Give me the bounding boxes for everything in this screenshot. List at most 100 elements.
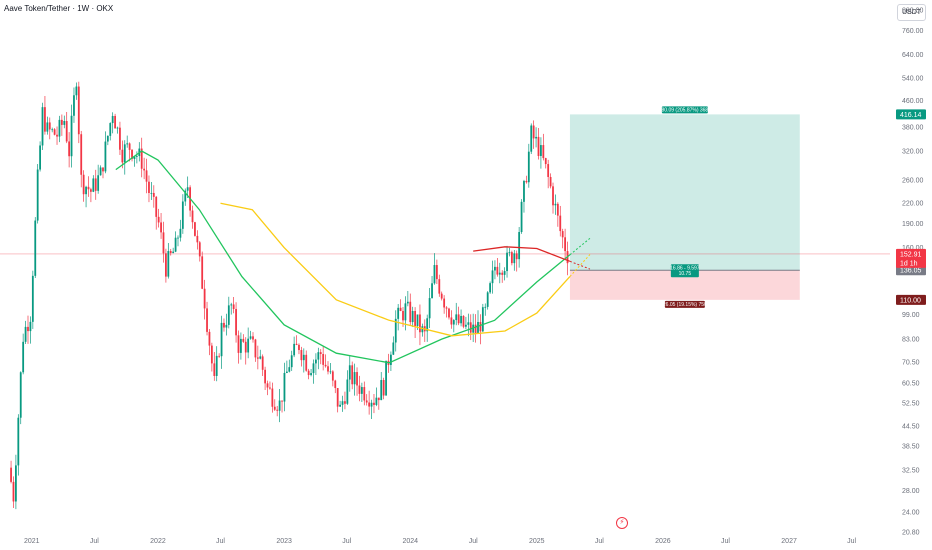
candle-body bbox=[520, 201, 523, 233]
candle bbox=[288, 359, 291, 373]
price-layer bbox=[10, 81, 569, 510]
candle bbox=[75, 82, 78, 100]
candle-body bbox=[525, 180, 528, 183]
candle-body bbox=[230, 304, 233, 306]
candle bbox=[121, 140, 124, 169]
candle-body bbox=[353, 372, 356, 385]
candle-body bbox=[462, 315, 465, 327]
candle-body bbox=[186, 187, 189, 191]
x-tick-label: Jul bbox=[721, 538, 730, 545]
candle-body bbox=[184, 190, 187, 202]
candle bbox=[443, 295, 446, 314]
candle-body bbox=[373, 402, 375, 405]
candle-body bbox=[27, 326, 29, 332]
currency-button[interactable]: USDT bbox=[897, 4, 926, 21]
lightning-icon[interactable]: ⚡ bbox=[616, 517, 628, 529]
candle-body bbox=[404, 303, 407, 321]
candle-body bbox=[240, 338, 242, 353]
candle bbox=[377, 397, 380, 410]
candle bbox=[561, 228, 564, 249]
candle bbox=[174, 231, 177, 253]
price-tag-text: 416.14 bbox=[900, 112, 922, 119]
candle-body bbox=[380, 380, 383, 401]
candle bbox=[547, 159, 550, 189]
candle-body bbox=[426, 318, 429, 332]
candle bbox=[498, 262, 501, 284]
candle-body bbox=[356, 372, 358, 386]
candle bbox=[445, 306, 448, 318]
candle bbox=[114, 113, 116, 129]
candle bbox=[230, 302, 233, 315]
y-axis[interactable]: 880.00 760.00 640.00 540.00 460.00 380.00 320.… bbox=[902, 8, 924, 537]
candle-body bbox=[285, 371, 288, 373]
candle-body bbox=[515, 253, 518, 260]
candle bbox=[206, 301, 208, 336]
candle-body bbox=[266, 383, 269, 388]
candle-body bbox=[448, 308, 450, 318]
candle-body bbox=[237, 335, 240, 353]
candle-body bbox=[368, 402, 371, 407]
candle bbox=[411, 306, 414, 328]
candle bbox=[457, 306, 460, 326]
candle-body bbox=[162, 232, 165, 254]
candle bbox=[208, 329, 211, 356]
candle-body bbox=[438, 279, 441, 294]
candle-body bbox=[455, 314, 458, 321]
candle bbox=[305, 350, 308, 372]
candle bbox=[31, 270, 34, 329]
candle bbox=[273, 399, 276, 411]
candle bbox=[46, 116, 49, 135]
candle-body bbox=[165, 253, 167, 277]
candle bbox=[232, 296, 235, 314]
candle-body bbox=[210, 345, 213, 364]
candle bbox=[104, 131, 107, 174]
candle-body bbox=[530, 125, 533, 152]
candle bbox=[242, 334, 245, 343]
candle-body bbox=[409, 301, 412, 323]
candle-body bbox=[172, 251, 175, 254]
candle-body bbox=[73, 95, 75, 116]
candle-body bbox=[319, 352, 322, 355]
candle-body bbox=[329, 371, 332, 373]
candle bbox=[191, 205, 194, 229]
candle-body bbox=[46, 122, 49, 132]
candle-body bbox=[119, 127, 121, 150]
candle-body bbox=[457, 314, 460, 324]
candle bbox=[414, 307, 417, 339]
candle bbox=[564, 228, 567, 258]
candle bbox=[368, 390, 371, 415]
y-tick-label: 52.50 bbox=[902, 400, 920, 407]
x-axis[interactable]: 2021 Jul 2022 Jul 2023 Jul 2024 Jul 2025 Jul 2026 J… bbox=[24, 538, 857, 545]
y-tick-label: 83.00 bbox=[902, 337, 920, 344]
candle-body bbox=[128, 143, 131, 150]
y-tick-label: 540.00 bbox=[902, 76, 924, 83]
candle bbox=[51, 127, 54, 133]
candle bbox=[380, 372, 383, 401]
candle-body bbox=[491, 270, 494, 284]
x-tick-label: 2022 bbox=[150, 538, 166, 545]
candle bbox=[540, 137, 542, 169]
candle-body bbox=[382, 380, 385, 396]
candle bbox=[346, 370, 349, 405]
y-tick-label: 60.50 bbox=[902, 381, 920, 388]
candle-body bbox=[489, 283, 492, 293]
candle-body bbox=[145, 170, 148, 182]
candle bbox=[334, 379, 337, 394]
candle bbox=[85, 185, 87, 208]
candle bbox=[218, 353, 221, 358]
candle bbox=[198, 241, 201, 262]
candle bbox=[90, 187, 92, 203]
candle-body bbox=[397, 307, 400, 319]
candle-body bbox=[206, 308, 208, 332]
candle bbox=[329, 362, 332, 375]
candle-body bbox=[133, 156, 136, 159]
candle bbox=[467, 313, 470, 337]
candle bbox=[520, 199, 523, 234]
candle-body bbox=[252, 336, 254, 340]
candle-body bbox=[390, 354, 392, 365]
x-tick-label: Jul bbox=[342, 538, 351, 545]
candle-body bbox=[433, 265, 436, 284]
candle bbox=[116, 126, 119, 134]
candle-body bbox=[191, 210, 194, 223]
